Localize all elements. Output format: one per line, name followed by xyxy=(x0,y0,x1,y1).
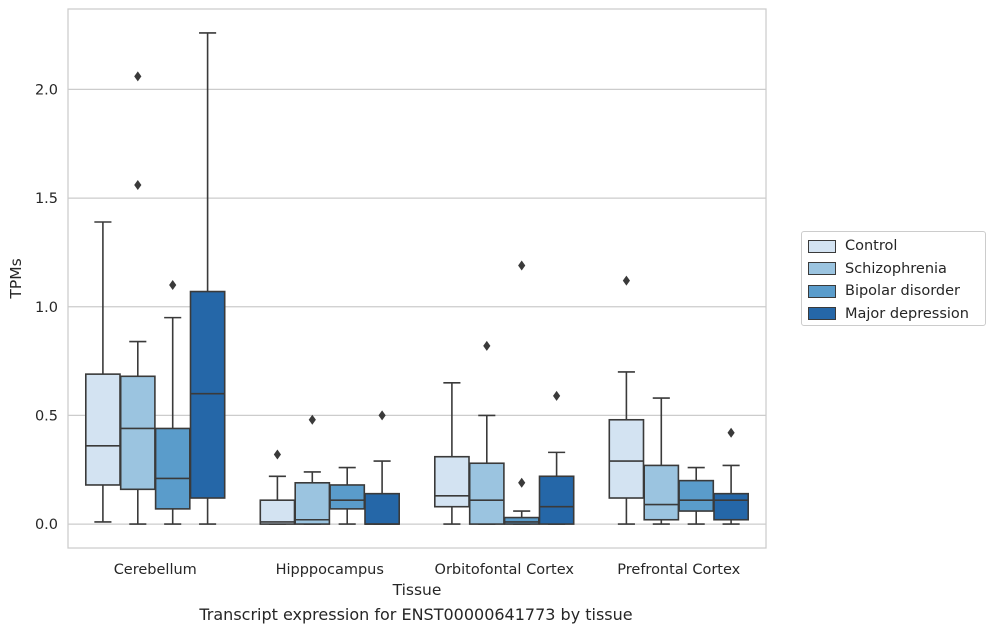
legend-item-major-depression: Major depression xyxy=(808,303,985,326)
box-group xyxy=(294,414,331,525)
box-group xyxy=(608,275,645,525)
legend-label-bipolar-disorder: Bipolar disorder xyxy=(845,283,960,300)
box-group xyxy=(329,466,366,525)
box-body xyxy=(189,290,226,499)
box-body xyxy=(643,464,680,521)
box-body xyxy=(538,475,575,525)
plot-frame xyxy=(67,8,767,549)
box-group xyxy=(189,32,226,525)
x-tick-label: Cerebellum xyxy=(114,562,197,578)
axis-ticks: 0.0 0.5 1.0 1.5 2.0 Cerebellum Hipppocampus Orb… xyxy=(35,82,741,578)
y-tick-label: 1.5 xyxy=(35,191,58,207)
y-tick-label: 2.0 xyxy=(35,82,58,98)
legend-swatch-control xyxy=(808,239,836,253)
box-group xyxy=(538,390,575,525)
outlier-point xyxy=(483,340,491,351)
legend-swatch-bipolar-disorder xyxy=(808,284,836,298)
box-body xyxy=(713,492,750,521)
y-tick-label: 1.0 xyxy=(35,300,58,316)
box-body xyxy=(329,484,366,510)
box-body xyxy=(433,455,470,508)
box-body xyxy=(119,375,156,491)
chart-caption: Transcript expression for ENST0000064177… xyxy=(199,605,633,624)
box-body xyxy=(84,373,121,486)
outlier-point xyxy=(518,477,526,488)
box-body xyxy=(608,418,645,499)
box-body xyxy=(364,492,401,525)
y-axis-title: TPMs xyxy=(7,258,25,299)
legend-swatch-schizophrenia xyxy=(808,262,836,276)
box-group xyxy=(468,340,505,525)
legend-item-bipolar-disorder: Bipolar disorder xyxy=(808,280,985,303)
box-group xyxy=(364,410,401,525)
box-body xyxy=(294,481,331,525)
y-tick-label: 0.0 xyxy=(35,517,58,533)
outlier-point xyxy=(273,449,281,460)
box-body xyxy=(154,427,191,510)
legend-item-schizophrenia: Schizophrenia xyxy=(808,258,985,281)
x-tick-label: Prefrontal Cortex xyxy=(617,562,740,578)
box-group xyxy=(119,71,156,525)
outlier-point xyxy=(378,410,386,421)
box-group xyxy=(678,466,715,525)
legend-swatch-major-depression xyxy=(808,307,836,321)
legend-label-schizophrenia: Schizophrenia xyxy=(845,260,947,277)
outlier-point xyxy=(308,414,316,425)
box-group xyxy=(643,397,680,525)
outlier-point xyxy=(553,390,561,401)
outlier-point xyxy=(134,180,142,191)
box-group xyxy=(503,260,540,525)
outlier-point xyxy=(134,71,142,82)
box-body xyxy=(678,479,715,512)
chart-legend: Control Schizophrenia Bipolar disorder M… xyxy=(801,231,986,326)
legend-label-control: Control xyxy=(845,238,898,255)
box-body xyxy=(259,499,296,525)
outlier-point xyxy=(727,427,735,438)
outlier-point xyxy=(169,280,177,291)
legend-label-major-depression: Major depression xyxy=(845,305,969,322)
x-tick-label: Hipppocampus xyxy=(276,562,384,578)
x-axis-title: Tissue xyxy=(392,581,442,599)
legend-item-control: Control xyxy=(808,235,985,258)
outlier-point xyxy=(622,275,630,286)
box-group xyxy=(713,427,750,525)
box-body xyxy=(468,462,505,525)
box-group xyxy=(154,280,191,525)
x-tick-label: Orbitofontal Cortex xyxy=(435,562,575,578)
box-plot-marks xyxy=(84,32,750,525)
box-group xyxy=(259,449,296,525)
box-body xyxy=(503,516,540,525)
grid-lines xyxy=(68,88,766,525)
y-tick-label: 0.5 xyxy=(35,408,58,424)
box-group xyxy=(84,221,121,523)
box-group xyxy=(433,382,470,525)
outlier-point xyxy=(518,260,526,271)
